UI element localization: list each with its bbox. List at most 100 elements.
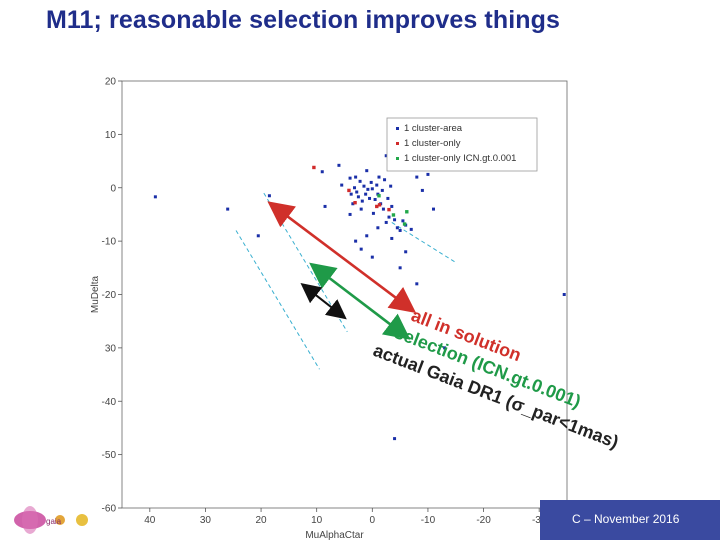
data-point [390, 236, 394, 240]
page-title: M11; reasonable selection improves thing… [46, 6, 560, 34]
data-point [380, 188, 384, 192]
data-point [420, 188, 424, 192]
data-point [370, 187, 374, 191]
data-point [398, 266, 402, 270]
legend-box [386, 117, 538, 172]
data-point [364, 192, 368, 196]
data-point [365, 169, 369, 173]
legend: 1 cluster-area 1 cluster-only 1 cluster-on… [386, 117, 538, 172]
data-point [320, 170, 324, 174]
data-point [384, 220, 388, 224]
data-point [370, 255, 374, 259]
data-point [349, 192, 353, 196]
legend-label: 1 cluster-only [404, 138, 461, 149]
data-point [390, 204, 394, 208]
data-point [398, 228, 402, 232]
y-tick-label: 0 [110, 183, 116, 194]
data-point [376, 226, 380, 230]
data-point [340, 183, 344, 187]
data-point [384, 154, 388, 158]
data-point [386, 196, 390, 200]
data-point [348, 176, 352, 180]
data-point [391, 213, 396, 217]
data-point [354, 239, 358, 243]
legend-marker [396, 142, 399, 145]
data-point [432, 207, 435, 211]
x-tick-label: -30 [532, 515, 547, 526]
axis-ticks: 40 30 20 10 0 -10 -20 -30 20 10 0 -10 -20 30 -40 -50 -60 [102, 77, 547, 527]
data-point [362, 184, 366, 188]
annotation-arrow [300, 282, 347, 320]
data-point [368, 196, 372, 200]
data-point [389, 184, 393, 188]
data-point [356, 195, 360, 199]
x-tick-label: -10 [421, 515, 436, 526]
footer-bar: gaia [14, 500, 720, 540]
data-point [415, 175, 419, 179]
data-point [353, 186, 357, 190]
data-point [415, 282, 419, 286]
axis-labels: MuAlphaCtar MuDelta [90, 275, 364, 540]
x-tick-label: 10 [311, 515, 323, 526]
x-tick-label: 40 [144, 515, 156, 526]
data-point [393, 437, 397, 441]
annotation-arrow [309, 262, 411, 340]
data-point [347, 188, 351, 193]
data-point [369, 180, 373, 184]
data-point [256, 234, 260, 238]
data-point [153, 195, 157, 199]
y-tick-label: 30 [105, 343, 117, 354]
x-tick-label: 0 [370, 515, 376, 526]
legend-marker [396, 127, 399, 130]
data-point [404, 250, 408, 254]
data-point [337, 163, 341, 167]
data-point [402, 222, 407, 226]
data-point [393, 218, 397, 222]
data-point [387, 215, 391, 219]
data-point [426, 172, 430, 176]
data-point [348, 212, 352, 216]
legend-marker [396, 157, 399, 160]
data-point [401, 219, 405, 223]
y-tick-label: -40 [102, 397, 117, 408]
data-point [375, 183, 379, 187]
legend-label: 1 cluster-area [404, 123, 463, 134]
data-point [360, 199, 364, 203]
data-point [366, 187, 370, 191]
y-tick-label: -10 [102, 237, 117, 248]
data-point [377, 194, 381, 198]
data-point [355, 190, 359, 194]
data-point [381, 207, 385, 211]
y-tick-label: -50 [102, 450, 117, 461]
data-point [359, 247, 363, 251]
data-point [359, 207, 363, 211]
data-point [267, 194, 271, 198]
legend-label: 1 cluster-only ICN.gt.0.001 [404, 153, 516, 164]
data-point [409, 227, 413, 231]
x-tick-label: -20 [476, 515, 491, 526]
data-point [562, 293, 566, 296]
data-point [358, 179, 362, 183]
x-tick-label: 30 [200, 515, 212, 526]
data-point [226, 207, 230, 211]
y-tick-label: -60 [102, 504, 117, 515]
data-point [383, 178, 387, 182]
gaia-logo-icon [14, 506, 88, 534]
data-point [375, 204, 379, 209]
y-tick-label: 20 [105, 77, 117, 88]
fit-line [391, 222, 457, 263]
y-tick-label: 10 [105, 130, 117, 141]
data-point [377, 175, 381, 179]
data-point [395, 226, 399, 230]
y-tick-label: -20 [102, 290, 117, 301]
data-point [373, 197, 377, 201]
data-point [365, 234, 369, 238]
y-axis-label: MuDelta [90, 275, 101, 313]
data-point [371, 211, 375, 215]
footer-text: C – November 2016 [572, 512, 680, 526]
data-point [443, 346, 447, 350]
arrows [267, 201, 417, 340]
x-tick-label: 20 [256, 515, 268, 526]
data-point [353, 200, 357, 205]
data-point [405, 210, 409, 214]
